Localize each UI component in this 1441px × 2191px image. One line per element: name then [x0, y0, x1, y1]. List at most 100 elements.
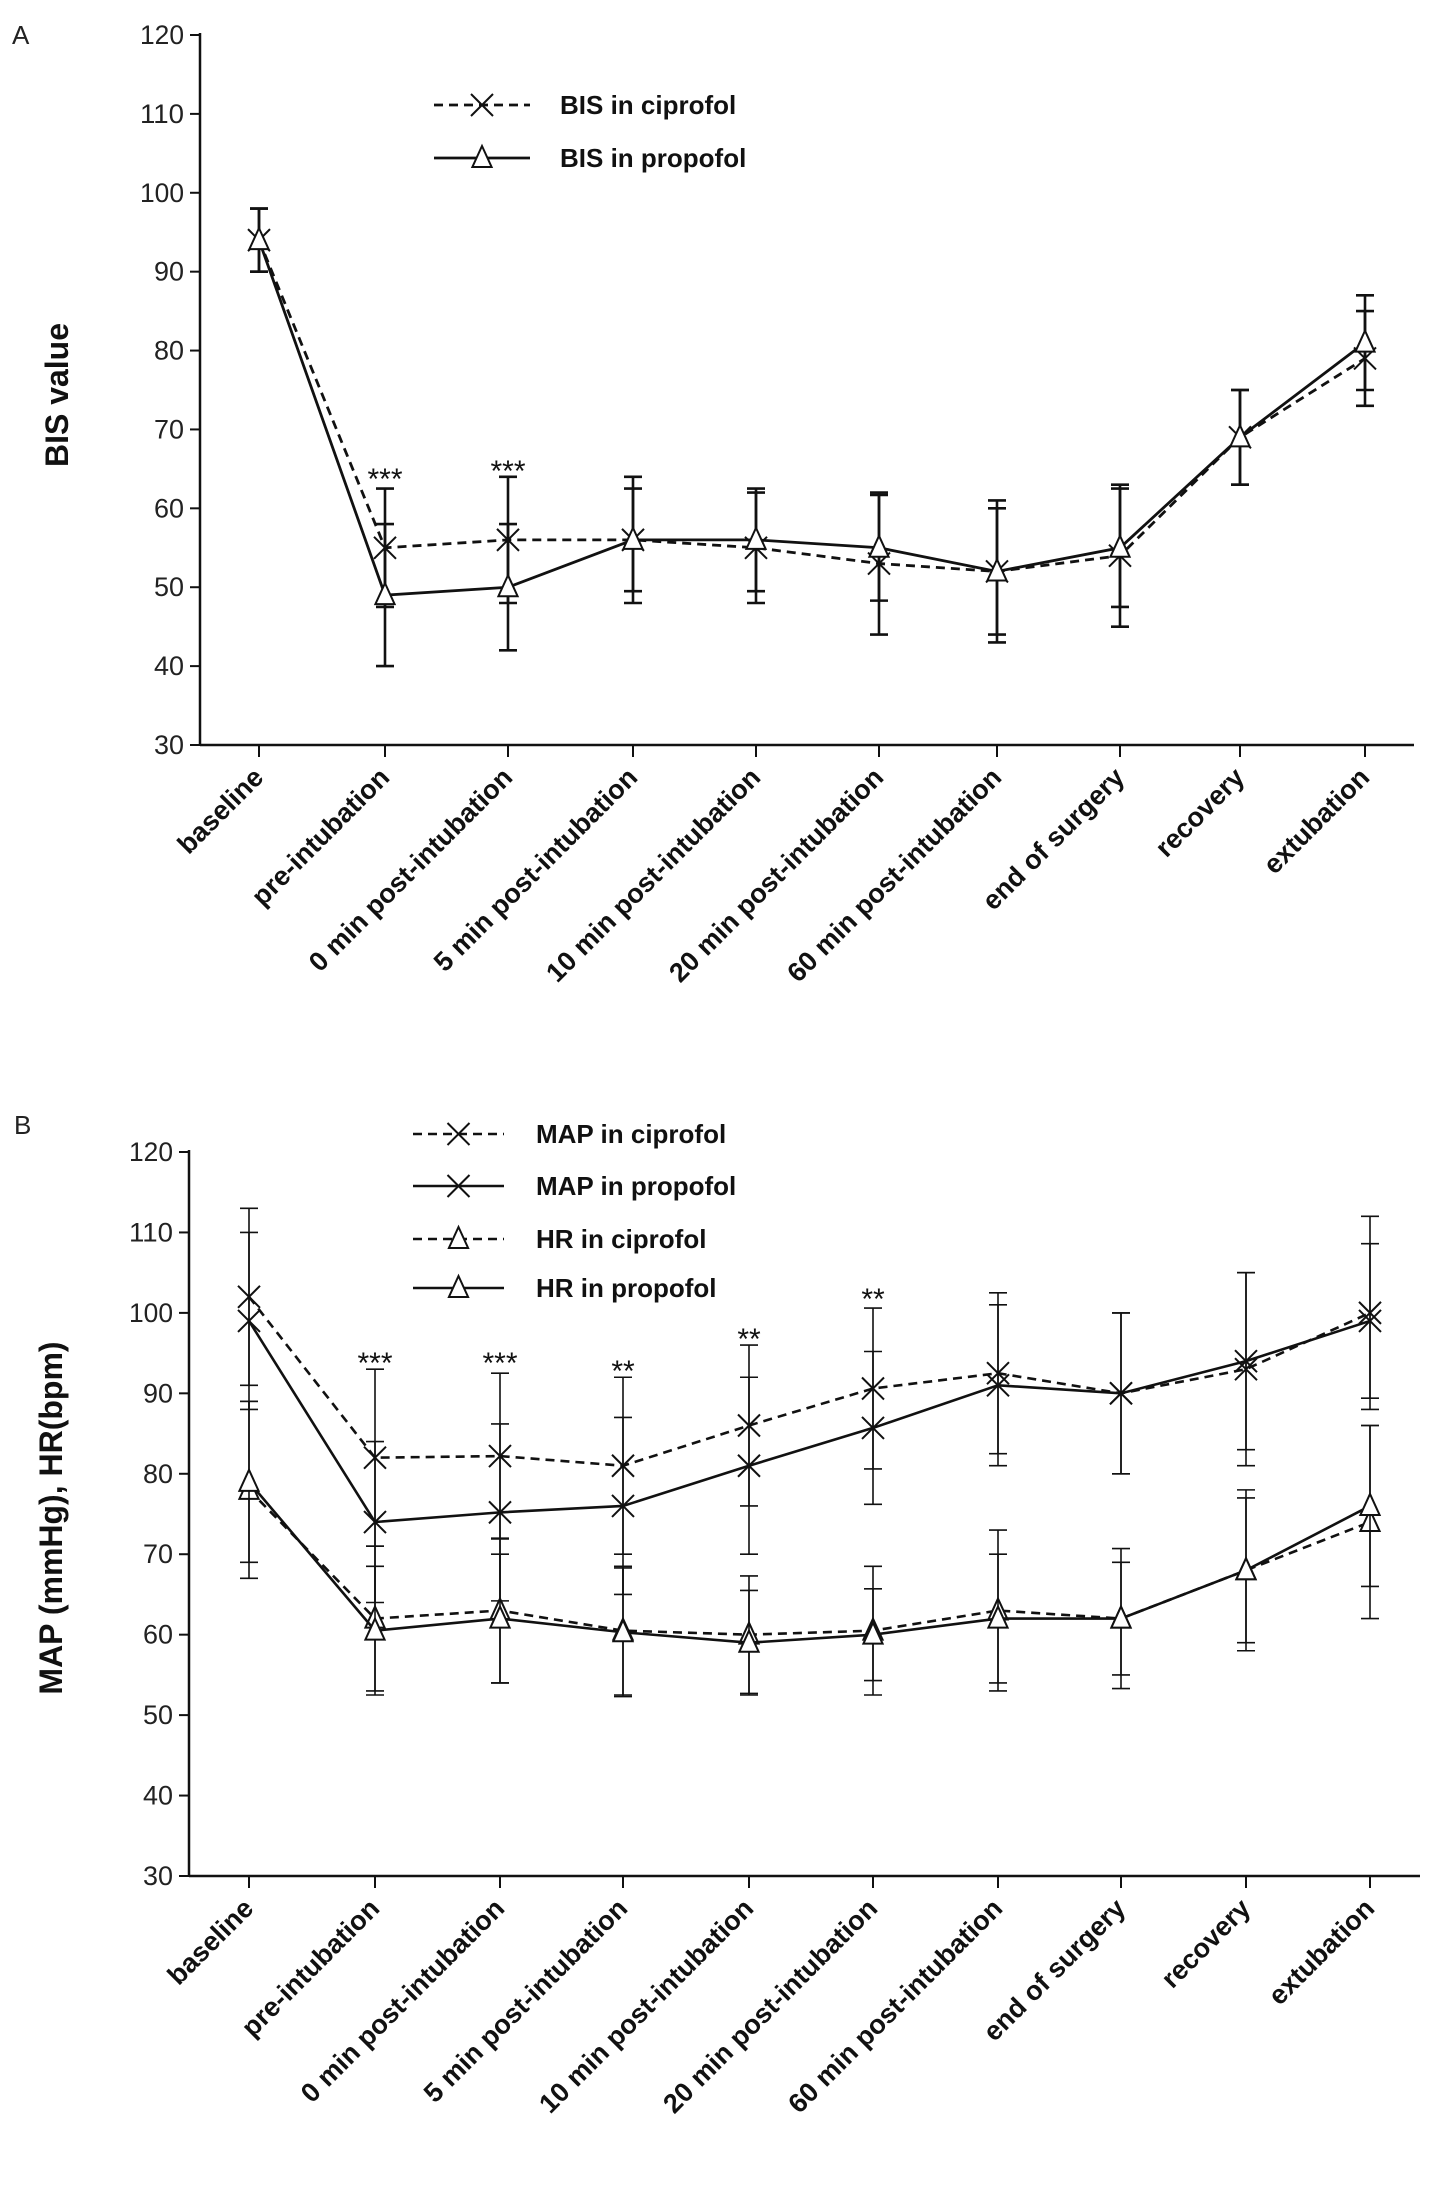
- legend-marker-triangle-icon: [447, 1224, 470, 1249]
- significance-marker: **: [611, 1355, 635, 1388]
- x-category-label: 0 min post-intubation: [295, 1893, 510, 2108]
- series-line: [247, 1295, 1371, 1468]
- x-category-label: recovery: [1155, 1893, 1256, 1994]
- series-bis-in-ciprofol: [247, 207, 1377, 644]
- y-tick-label: 60: [143, 1620, 173, 1650]
- data-point-x: [861, 1416, 885, 1440]
- y-tick-label: 30: [154, 730, 184, 760]
- legend-item: HR in ciprofol: [413, 1224, 706, 1254]
- x-category-label: 10 min post-intubation: [533, 1893, 759, 2119]
- x-category-label: 10 min post-intubation: [540, 762, 766, 988]
- series-map-in-propofol: [237, 1231, 1382, 1604]
- data-point-triangle: [496, 572, 520, 598]
- y-tick-label: 60: [154, 493, 184, 523]
- significance-marker: **: [861, 1283, 885, 1316]
- legend-label: MAP in propofol: [536, 1171, 736, 1201]
- panel-label: A: [12, 20, 30, 50]
- data-point-triangle: [986, 1604, 1010, 1629]
- legend-label: BIS in propofol: [560, 143, 746, 173]
- panel-label: B: [14, 1110, 31, 1140]
- y-tick-label: 100: [129, 1298, 173, 1328]
- x-category-label: 20 min post-intubation: [663, 762, 889, 988]
- data-point-x: [1234, 1349, 1258, 1373]
- y-axis-title: MAP (mmHg), HR(bpm): [33, 1341, 69, 1694]
- y-tick-label: 80: [154, 336, 184, 366]
- x-category-label: extubation: [1262, 1893, 1380, 2011]
- legend-label: HR in propofol: [536, 1273, 717, 1303]
- series-hr-in-ciprofol: [237, 1400, 1382, 1696]
- x-category-label: baseline: [162, 1893, 260, 1991]
- y-tick-label: 40: [154, 651, 184, 681]
- legend-item: BIS in propofol: [434, 143, 746, 173]
- y-tick-label: 90: [154, 257, 184, 287]
- significance-marker: ***: [367, 463, 402, 496]
- data-point-triangle: [985, 557, 1009, 582]
- y-tick-label: 100: [140, 178, 184, 208]
- y-tick-label: 110: [140, 99, 184, 129]
- data-point-triangle: [1109, 1604, 1133, 1629]
- data-point-triangle: [621, 525, 645, 550]
- data-point-triangle: [373, 580, 397, 606]
- legend-label: HR in ciprofol: [536, 1224, 706, 1254]
- significance-marker: ***: [490, 455, 525, 488]
- x-category-label: 60 min post-intubation: [781, 762, 1007, 988]
- series-map-in-ciprofol: [237, 1207, 1382, 1556]
- legend-item: MAP in propofol: [413, 1171, 736, 1201]
- legend-item: MAP in ciprofol: [413, 1119, 726, 1149]
- series-line: [248, 1480, 1371, 1645]
- y-tick-label: 80: [143, 1459, 173, 1489]
- series-hr-in-propofol: [237, 1400, 1382, 1698]
- data-point-triangle: [1108, 533, 1132, 558]
- data-point-triangle: [1353, 328, 1377, 353]
- significance-marker: ***: [482, 1347, 517, 1380]
- data-point-x: [737, 1454, 761, 1478]
- legend-label: MAP in ciprofol: [536, 1119, 726, 1149]
- y-tick-label: 30: [143, 1861, 173, 1891]
- x-category-label: baseline: [172, 762, 270, 860]
- x-category-label: 20 min post-intubation: [657, 1893, 883, 2119]
- y-tick-label: 90: [143, 1378, 173, 1408]
- chart-a: A30405060708090100110120baselinepre-intu…: [12, 20, 1414, 988]
- data-point-triangle: [363, 1616, 387, 1641]
- data-point-x: [488, 1500, 512, 1525]
- series-line: [247, 1319, 1371, 1524]
- legend-marker-x-icon: [446, 1174, 471, 1198]
- x-category-label: extubation: [1257, 762, 1375, 880]
- x-category-label: 60 min post-intubation: [782, 1893, 1008, 2119]
- data-point-triangle: [611, 1617, 635, 1643]
- y-tick-label: 50: [154, 572, 184, 602]
- data-point-x: [1109, 1381, 1133, 1406]
- data-point-triangle: [867, 533, 891, 558]
- x-category-label: 5 min post-intubation: [418, 1893, 633, 2108]
- data-point-triangle: [1358, 1491, 1382, 1516]
- series-line: [257, 239, 1366, 573]
- y-tick-label: 110: [129, 1217, 173, 1247]
- y-tick-label: 70: [154, 414, 184, 444]
- series-line: [248, 1488, 1371, 1636]
- legend-item: HR in propofol: [413, 1273, 717, 1303]
- data-point-triangle: [1234, 1555, 1258, 1581]
- data-point-triangle: [247, 225, 271, 251]
- data-point-triangle: [488, 1604, 512, 1629]
- data-point-triangle: [237, 1467, 261, 1492]
- significance-marker: **: [737, 1323, 761, 1356]
- data-point-x: [237, 1309, 261, 1333]
- y-tick-label: 120: [140, 20, 184, 50]
- data-point-x: [363, 1510, 387, 1534]
- y-tick-label: 120: [129, 1137, 173, 1167]
- legend-marker-x-icon: [446, 1122, 471, 1146]
- data-point-triangle: [1228, 422, 1252, 448]
- significance-marker: ***: [357, 1347, 392, 1380]
- y-tick-label: 70: [143, 1539, 173, 1569]
- legend-marker-x-icon: [470, 93, 494, 117]
- y-axis-title: BIS value: [39, 323, 75, 467]
- x-category-label: 0 min post-intubation: [303, 762, 518, 977]
- data-point-x: [611, 1494, 635, 1518]
- legend-label: BIS in ciprofol: [560, 90, 736, 120]
- legend-marker-triangle-icon: [447, 1273, 470, 1298]
- chart-b: B30405060708090100110120baselinepre-intu…: [14, 1110, 1420, 2119]
- y-tick-label: 40: [143, 1781, 173, 1811]
- data-point-triangle: [737, 1628, 761, 1653]
- x-category-label: recovery: [1149, 762, 1250, 863]
